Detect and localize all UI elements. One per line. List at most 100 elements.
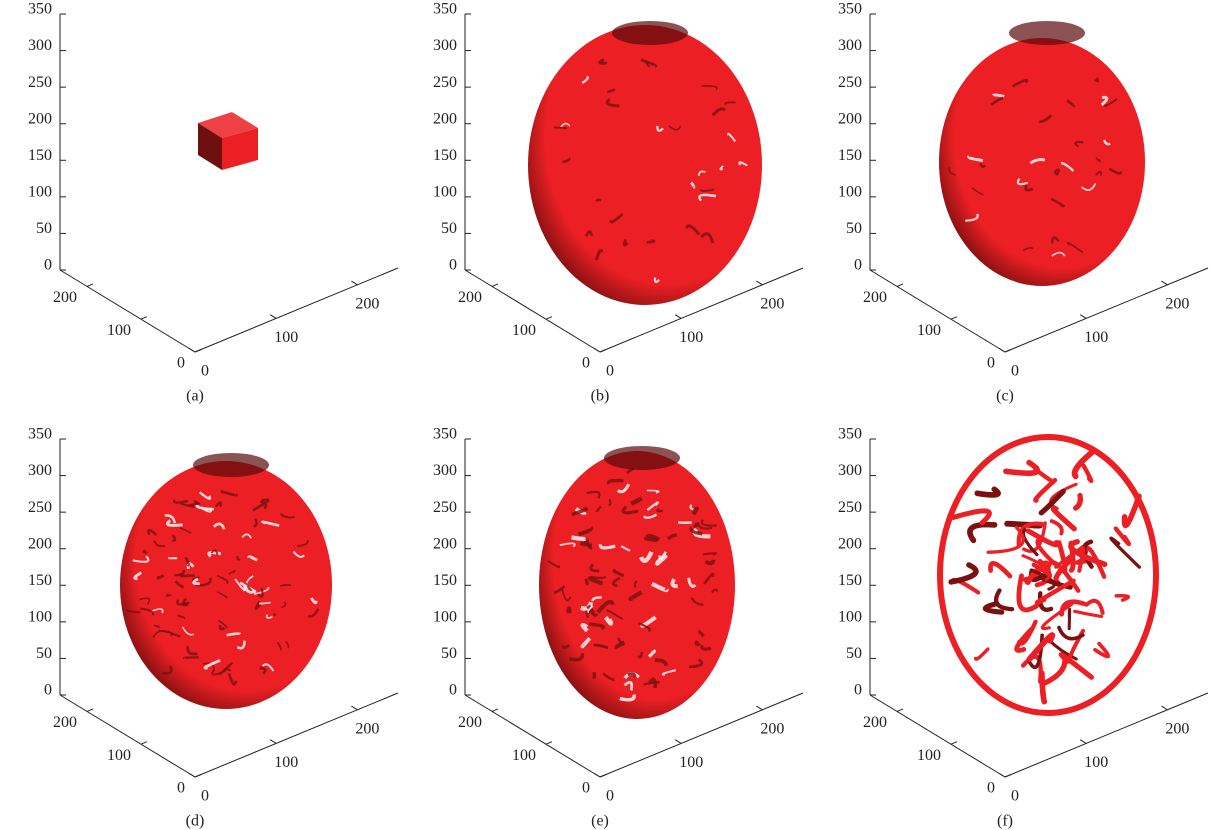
z-tick-label: 100 [838, 184, 862, 201]
x-tick [999, 348, 1005, 352]
y-tick-label: 200 [458, 714, 482, 731]
x-tick [756, 706, 762, 710]
z-tick-label: 0 [854, 682, 862, 699]
y-tick [87, 709, 93, 712]
y-tick-label: 200 [863, 714, 887, 731]
vessel [1052, 521, 1062, 533]
x-tick [1161, 281, 1167, 285]
y-tick-label: 0 [987, 355, 995, 372]
texture [180, 575, 195, 576]
y-tick-label: 0 [582, 780, 590, 797]
z-tick-label: 350 [838, 1, 862, 18]
y-axis [465, 695, 600, 777]
x-tick-label: 100 [274, 329, 298, 346]
z-tick-label: 150 [433, 572, 457, 589]
y-tick-label: 100 [917, 322, 941, 339]
x-tick [756, 281, 762, 285]
x-tick-label: 0 [606, 788, 614, 805]
y-axis [465, 270, 600, 352]
blob [539, 451, 735, 719]
x-tick-label: 0 [201, 788, 209, 805]
texture [274, 613, 275, 615]
z-tick-label: 0 [44, 682, 52, 699]
top-mesh [1009, 21, 1085, 45]
y-tick [951, 317, 957, 320]
y-tick [897, 284, 903, 287]
z-tick-label: 300 [433, 462, 457, 479]
z-tick-label: 300 [28, 462, 52, 479]
figure: 05010015020025030035001002000100200(a)05… [0, 0, 1213, 830]
caption: (f) [997, 813, 1013, 830]
z-tick-label: 250 [28, 74, 52, 91]
y-axis [870, 695, 1005, 777]
x-tick-label: 200 [355, 295, 379, 312]
caption: (a) [186, 388, 204, 405]
y-tick-label: 200 [53, 714, 77, 731]
y-tick-label: 100 [107, 322, 131, 339]
texture [596, 200, 601, 201]
x-tick-label: 100 [679, 754, 703, 771]
z-tick-label: 50 [36, 645, 52, 662]
z-tick-label: 0 [449, 257, 457, 274]
x-tick-label: 200 [760, 720, 784, 737]
surface [528, 21, 762, 305]
blob [939, 38, 1145, 286]
z-tick-label: 300 [838, 462, 862, 479]
vessel [1059, 542, 1065, 571]
y-tick-label: 100 [512, 747, 536, 764]
y-tick-label: 100 [917, 747, 941, 764]
y-tick [141, 742, 147, 745]
x-tick [594, 348, 600, 352]
vessel [1051, 484, 1076, 508]
vessel [953, 511, 989, 523]
surface [539, 446, 735, 719]
y-tick-label: 0 [177, 355, 185, 372]
vessel [1084, 466, 1092, 481]
x-tick [675, 740, 681, 744]
z-tick-label: 150 [838, 572, 862, 589]
y-tick [1005, 350, 1011, 353]
z-tick-label: 200 [838, 535, 862, 552]
vessel [1095, 644, 1108, 657]
z-tick-label: 350 [433, 426, 457, 443]
x-tick-label: 0 [606, 363, 614, 380]
z-tick-label: 350 [838, 426, 862, 443]
x-tick [270, 740, 276, 744]
vessel [977, 489, 998, 495]
y-axis [870, 270, 1005, 352]
z-tick-label: 250 [838, 74, 862, 91]
vessel [1053, 509, 1074, 529]
z-tick-label: 100 [838, 609, 862, 626]
z-tick-label: 300 [433, 37, 457, 54]
surface [940, 437, 1156, 713]
vessel [1059, 628, 1083, 639]
caption: (c) [996, 388, 1014, 405]
x-tick-label: 200 [355, 720, 379, 737]
vessel [970, 525, 995, 541]
z-tick-label: 50 [441, 645, 457, 662]
z-tick-label: 100 [433, 184, 457, 201]
y-tick-label: 200 [458, 289, 482, 306]
vessel [1042, 673, 1044, 701]
z-tick-label: 250 [28, 499, 52, 516]
z-tick-label: 100 [433, 609, 457, 626]
caption: (e) [591, 813, 609, 830]
surface [198, 112, 258, 170]
vessel [996, 590, 1012, 609]
z-tick-label: 150 [838, 147, 862, 164]
y-tick [195, 350, 201, 353]
texture [586, 580, 588, 585]
z-tick-label: 200 [433, 535, 457, 552]
z-tick-label: 300 [28, 37, 52, 54]
y-tick-label: 0 [987, 780, 995, 797]
caption: (d) [186, 813, 205, 830]
y-tick [600, 775, 606, 778]
vessel [1075, 611, 1102, 616]
y-tick-label: 100 [512, 322, 536, 339]
z-tick-label: 150 [433, 147, 457, 164]
y-tick [492, 709, 498, 712]
x-tick-label: 200 [760, 295, 784, 312]
z-tick-label: 0 [854, 257, 862, 274]
x-tick [189, 773, 195, 777]
texture [568, 608, 569, 613]
